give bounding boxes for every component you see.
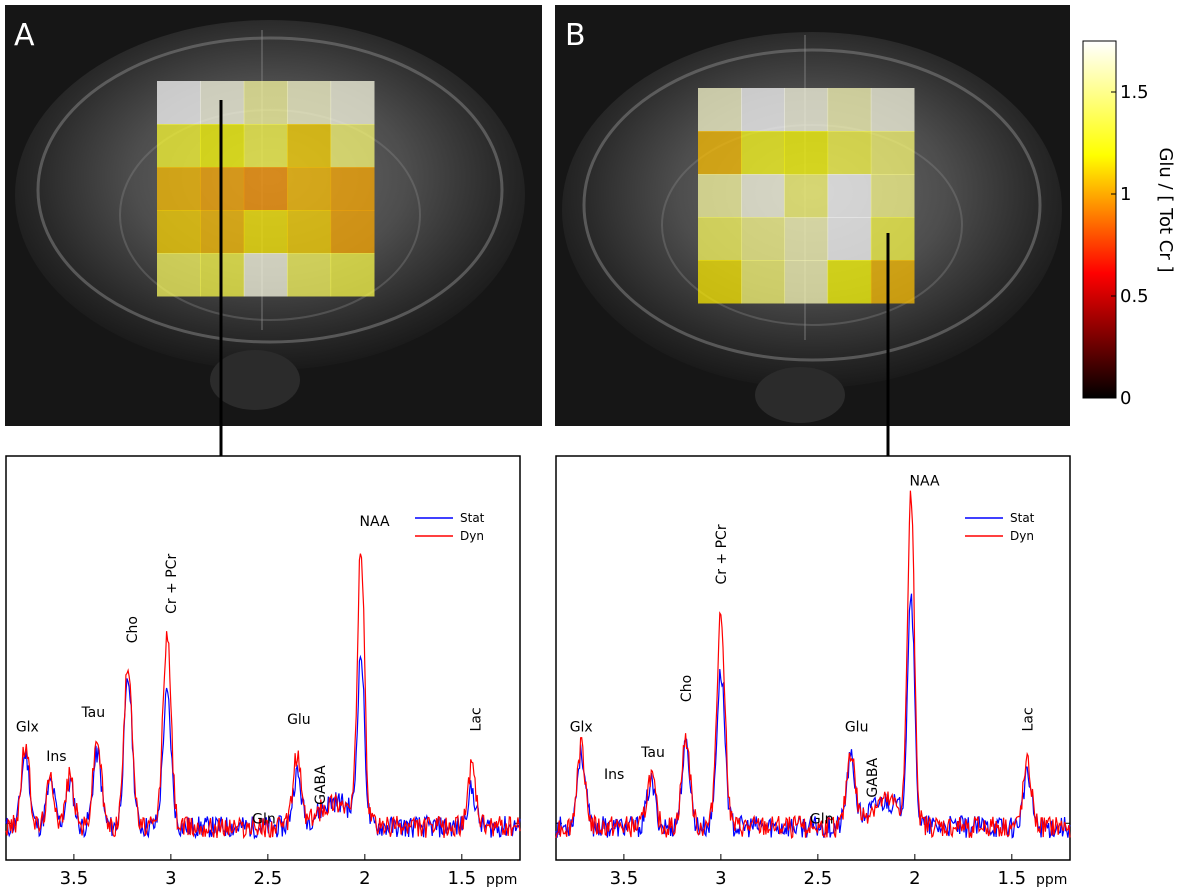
peak-label: Cho (679, 675, 695, 702)
legend-label: Stat (1010, 511, 1035, 525)
heatmap-cell (827, 174, 872, 218)
heatmap-cell (870, 88, 915, 132)
heatmap-cell (243, 210, 288, 254)
heatmap-grid-b (698, 88, 915, 304)
peak-label: GABA (313, 765, 329, 805)
peak-label: Glx (570, 719, 593, 735)
heatmap-cell (870, 174, 915, 218)
panel-b-label: B (565, 18, 586, 53)
x-tick-label: 3.5 (610, 868, 639, 887)
heatmap-cell (330, 167, 375, 211)
heatmap-cell (330, 253, 375, 297)
heatmap-cell (157, 81, 201, 125)
panel-a-label: A (14, 18, 35, 53)
heatmap-cell (287, 210, 332, 254)
x-tick-label: 1.5 (997, 868, 1026, 887)
legend-label: Stat (460, 511, 485, 525)
peak-label: Tau (640, 745, 665, 761)
heatmap-cell (870, 260, 915, 304)
x-tick-label: 2 (909, 868, 920, 887)
heatmap-cell (243, 124, 288, 168)
x-axis-label: ppm (486, 872, 517, 887)
heatmap-cell (698, 174, 742, 218)
x-tick-label: 2.5 (804, 868, 833, 887)
colorbar (1082, 40, 1117, 399)
heatmap-cell (827, 88, 872, 132)
legend-label: Dyn (1010, 529, 1034, 543)
spectrum-a: 3.5 3 2.5 2 1.5 ppm Glx Ins Tau Cho Cr + PCr Gln Glu… (5, 511, 521, 887)
spectrum-b-frame (555, 455, 1071, 861)
heatmap-cell (287, 124, 332, 168)
heatmap-cell (157, 124, 201, 168)
heatmap-cell (784, 88, 829, 132)
heatmap-cell (741, 260, 785, 304)
peak-label: Gln (810, 811, 834, 827)
x-tick-label: 3.5 (60, 868, 89, 887)
heatmap-cell (243, 167, 288, 211)
heatmap-cell (827, 260, 872, 304)
colorbar-ticks: 0 0.5 1 1.5 (1111, 82, 1149, 409)
legend-label: Dyn (460, 529, 484, 543)
heatmap-cell (330, 81, 375, 125)
heatmap-cell (741, 131, 785, 175)
x-tick-label: 3 (715, 868, 726, 887)
peak-label: Ins (46, 749, 66, 765)
peak-label: NAA (360, 514, 390, 530)
heatmap-cell (287, 167, 332, 211)
heatmap-cell (870, 131, 915, 175)
peak-label: Tau (80, 705, 105, 721)
heatmap-cell (698, 217, 742, 261)
colorbar-tick-label: 1.5 (1120, 82, 1149, 103)
heatmap-cell (784, 174, 829, 218)
x-tick-label: 3 (165, 868, 176, 887)
heatmap-grid-a (157, 81, 375, 297)
peak-label: Cr + PCr (714, 524, 730, 584)
heatmap-cell (741, 217, 785, 261)
heatmap-cell (330, 124, 375, 168)
x-tick-label: 2.5 (254, 868, 283, 887)
heatmap-cell (157, 253, 201, 297)
peak-label: Cho (125, 616, 141, 643)
colorbar-tick-label: 0.5 (1120, 286, 1149, 307)
spectrum-b: 3.5 3 2.5 2 1.5 ppm Glx Ins Tau Cho Cr + PCr Gln Glu… (555, 473, 1071, 887)
peak-label: Glx (16, 719, 39, 735)
colorbar-tick-label: 0 (1120, 388, 1131, 409)
peak-label: Ins (604, 767, 624, 783)
heatmap-cell (698, 131, 742, 175)
colorbar-label: Glu / [ Tot Cr ] (1155, 147, 1176, 272)
heatmap-cell (827, 217, 872, 261)
heatmap-cell (157, 210, 201, 254)
spectrum-a-frame (5, 455, 521, 861)
heatmap-cell (287, 81, 332, 125)
peak-label: Glu (845, 719, 869, 735)
peak-label: Lac (1020, 707, 1036, 731)
peak-label: GABA (865, 758, 881, 798)
peak-label: Cr + PCr (164, 554, 180, 614)
heatmap-cell (287, 253, 332, 297)
peak-label: Gln (252, 811, 276, 827)
heatmap-cell (784, 260, 829, 304)
heatmap-cell (784, 131, 829, 175)
peak-label: Glu (287, 712, 311, 728)
x-tick-label: 2 (359, 868, 370, 887)
peak-label: Lac (468, 707, 484, 731)
x-tick-label: 1.5 (447, 868, 476, 887)
heatmap-cell (870, 217, 915, 261)
heatmap-cell (741, 88, 785, 132)
series-dyn-line (5, 553, 521, 840)
peak-label: NAA (910, 473, 940, 489)
series-dyn-line (555, 490, 1071, 840)
colorbar-tick-label: 1 (1120, 184, 1131, 205)
heatmap-cell (698, 88, 742, 132)
x-axis-label: ppm (1036, 872, 1067, 887)
heatmap-cell (784, 217, 829, 261)
heatmap-cell (827, 131, 872, 175)
heatmap-cell (741, 174, 785, 218)
heatmap-cell (243, 81, 288, 125)
heatmap-cell (243, 253, 288, 297)
heatmap-cell (157, 167, 201, 211)
heatmap-cell (698, 260, 742, 304)
heatmap-cell (330, 210, 375, 254)
